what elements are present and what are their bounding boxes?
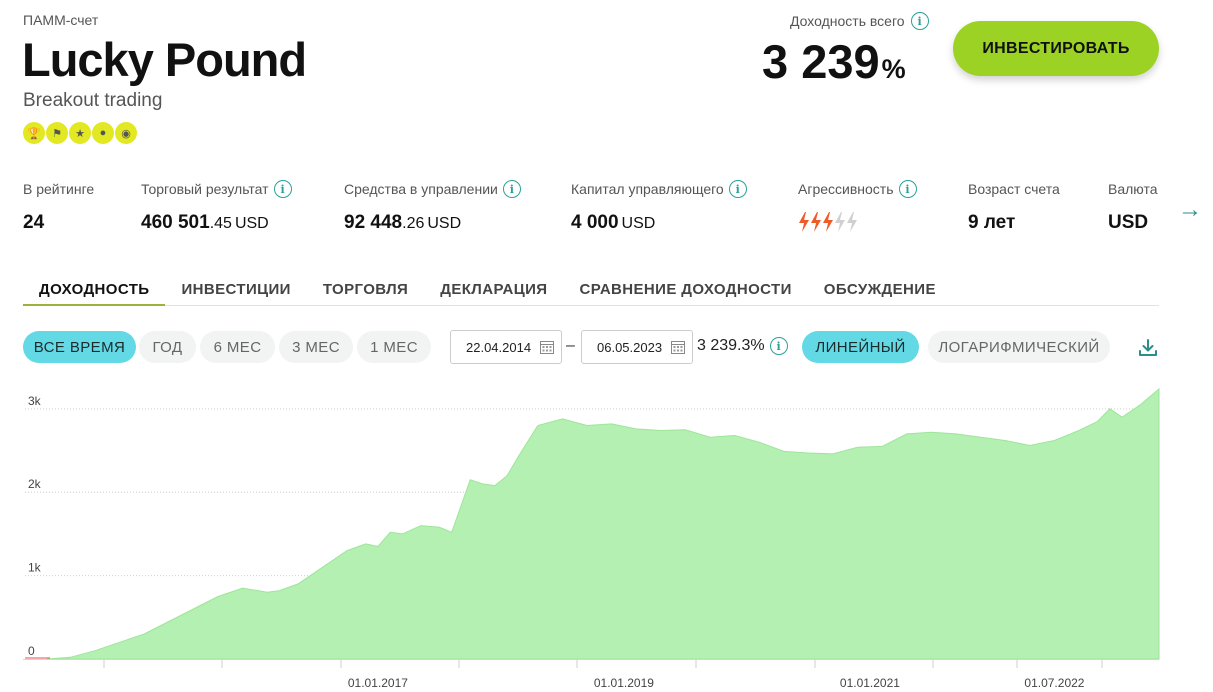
stat-manager-capital: Капитал управляющего i 4 000 USD <box>571 180 747 234</box>
x-tick-label: 01.07.2022 <box>1024 676 1084 690</box>
stat-value-int: 460 501 <box>141 212 210 233</box>
returns-chart[interactable]: 0 1k 2k 3k 01.01.2017 01.01.2019 01.01.2021 01.… <box>0 380 1213 692</box>
date-from-value: 22.04.2014 <box>466 339 532 355</box>
stat-label: Возраст счета <box>968 181 1060 197</box>
stat-value: 460 501.45 USD <box>141 212 292 234</box>
invest-button[interactable]: ИНВЕСТИРОВАТЬ <box>953 21 1159 76</box>
star-icon[interactable]: ★ <box>69 122 91 144</box>
stat-label-row: Торговый результат i <box>141 180 292 198</box>
scale-log-button[interactable]: ЛОГАРИФМИЧЕСКИЙ <box>928 331 1110 363</box>
stat-label-row: Средства в управлении i <box>344 180 521 198</box>
account-title: Lucky Pound <box>22 33 307 86</box>
stat-label: Торговый результат <box>141 181 269 197</box>
x-tick-label: 01.01.2017 <box>348 676 408 690</box>
stat-aggressiveness: Агрессивность i <box>798 180 917 232</box>
stat-label: Капитал управляющего <box>571 181 724 197</box>
y-tick-label: 1k <box>28 561 42 575</box>
stat-value-frac: .26 <box>402 215 425 232</box>
stat-value-int: 92 448 <box>344 212 403 233</box>
stat-currency: USD <box>234 215 269 232</box>
stat-age: Возраст счета 9 лет <box>968 180 1060 234</box>
tab-compare-returns[interactable]: СРАВНЕНИЕ ДОХОДНОСТИ <box>579 281 792 298</box>
calendar-icon[interactable] <box>539 339 555 355</box>
stat-currency: USD <box>427 215 462 232</box>
lightning-icon <box>799 212 809 232</box>
stat-label: Валюта <box>1108 181 1158 197</box>
tab-investments[interactable]: ИНВЕСТИЦИИ <box>181 281 291 298</box>
date-to-value: 06.05.2023 <box>597 339 663 355</box>
stat-value: 9 лет <box>968 212 1016 233</box>
info-icon[interactable]: i <box>502 180 521 198</box>
aggressiveness-meter <box>798 212 917 232</box>
total-return-label-row: Доходность всего i <box>790 12 929 30</box>
period-return: 3 239.3% i <box>697 337 788 355</box>
stat-value-frac: .45 <box>209 215 232 232</box>
runner-icon[interactable]: ⚑ <box>46 122 68 144</box>
info-icon[interactable]: i <box>273 180 292 198</box>
info-icon[interactable]: i <box>910 12 929 30</box>
lightning-icon <box>811 212 821 232</box>
stat-value: 92 448.26 USD <box>344 212 521 234</box>
tab-declaration[interactable]: ДЕКЛАРАЦИЯ <box>440 281 548 298</box>
total-return-number: 3 239 <box>762 35 880 88</box>
account-type-label: ПАММ-счет <box>23 12 99 28</box>
calendar-icon[interactable] <box>670 339 686 355</box>
total-return-unit: % <box>881 54 906 84</box>
lightning-icon <box>823 212 833 232</box>
y-tick-label: 0 <box>28 644 35 658</box>
period-3m-button[interactable]: 3 МЕС <box>279 331 353 363</box>
lightning-icon <box>847 212 857 232</box>
lightning-icon <box>835 212 845 232</box>
stat-value-int: 4 000 <box>571 212 619 233</box>
tab-trading[interactable]: ТОРГОВЛЯ <box>322 281 409 298</box>
info-icon[interactable]: i <box>769 337 788 355</box>
tab-discussion[interactable]: ОБСУЖДЕНИЕ <box>823 281 936 298</box>
arrow-right-icon[interactable]: → <box>1178 196 1202 223</box>
stat-label: Агрессивность <box>798 181 894 197</box>
stat-value: 4 000 USD <box>571 212 747 234</box>
stat-label-row: Капитал управляющего i <box>571 180 747 198</box>
scale-linear-button[interactable]: ЛИНЕЙНЫЙ <box>802 331 919 363</box>
date-separator: – <box>566 337 575 354</box>
stat-label-row: Агрессивность i <box>798 180 917 198</box>
stat-trading-result: Торговый результат i 460 501.45 USD <box>141 180 292 234</box>
stat-value: 24 <box>23 212 45 233</box>
total-return-label: Доходность всего <box>790 13 905 29</box>
y-tick-label: 3k <box>28 394 42 408</box>
download-icon[interactable] <box>1137 337 1159 359</box>
info-icon[interactable]: i <box>728 180 747 198</box>
period-6m-button[interactable]: 6 МЕС <box>200 331 275 363</box>
tab-bar: ДОХОДНОСТЬ ИНВЕСТИЦИИ ТОРГОВЛЯ ДЕКЛАРАЦИ… <box>23 278 1159 306</box>
date-from-field[interactable]: 22.04.2014 <box>450 330 562 364</box>
x-tick-label: 01.01.2021 <box>840 676 900 690</box>
period-1m-button[interactable]: 1 МЕС <box>357 331 431 363</box>
stat-label: Средства в управлении <box>344 181 498 197</box>
chat-icon[interactable]: ◉ <box>115 122 137 144</box>
x-tick-label: 01.01.2019 <box>594 676 654 690</box>
badge-list: 🏆 ⚑ ★ ● ◉ <box>23 122 137 144</box>
stat-label: В рейтинге <box>23 181 95 197</box>
stat-value: USD <box>1108 212 1149 233</box>
tab-returns[interactable]: ДОХОДНОСТЬ <box>23 278 166 306</box>
trophy-icon[interactable]: 🏆 <box>23 122 45 144</box>
account-subtitle: Breakout trading <box>23 90 163 111</box>
stat-funds: Средства в управлении i 92 448.26 USD <box>344 180 521 234</box>
returns-area <box>46 387 1160 660</box>
chat-icon[interactable]: ● <box>92 122 114 144</box>
period-all-time-button[interactable]: ВСЕ ВРЕМЯ <box>23 331 136 363</box>
period-year-button[interactable]: ГОД <box>139 331 196 363</box>
period-return-value: 3 239.3% <box>697 337 765 354</box>
info-icon[interactable]: i <box>898 180 917 198</box>
total-return-value: 3 239% <box>762 34 906 89</box>
stat-rating: В рейтинге 24 <box>23 180 94 234</box>
date-to-field[interactable]: 06.05.2023 <box>581 330 693 364</box>
stat-currency-block: Валюта USD <box>1108 180 1158 234</box>
stat-currency: USD <box>621 215 656 232</box>
y-tick-label: 2k <box>28 477 42 491</box>
